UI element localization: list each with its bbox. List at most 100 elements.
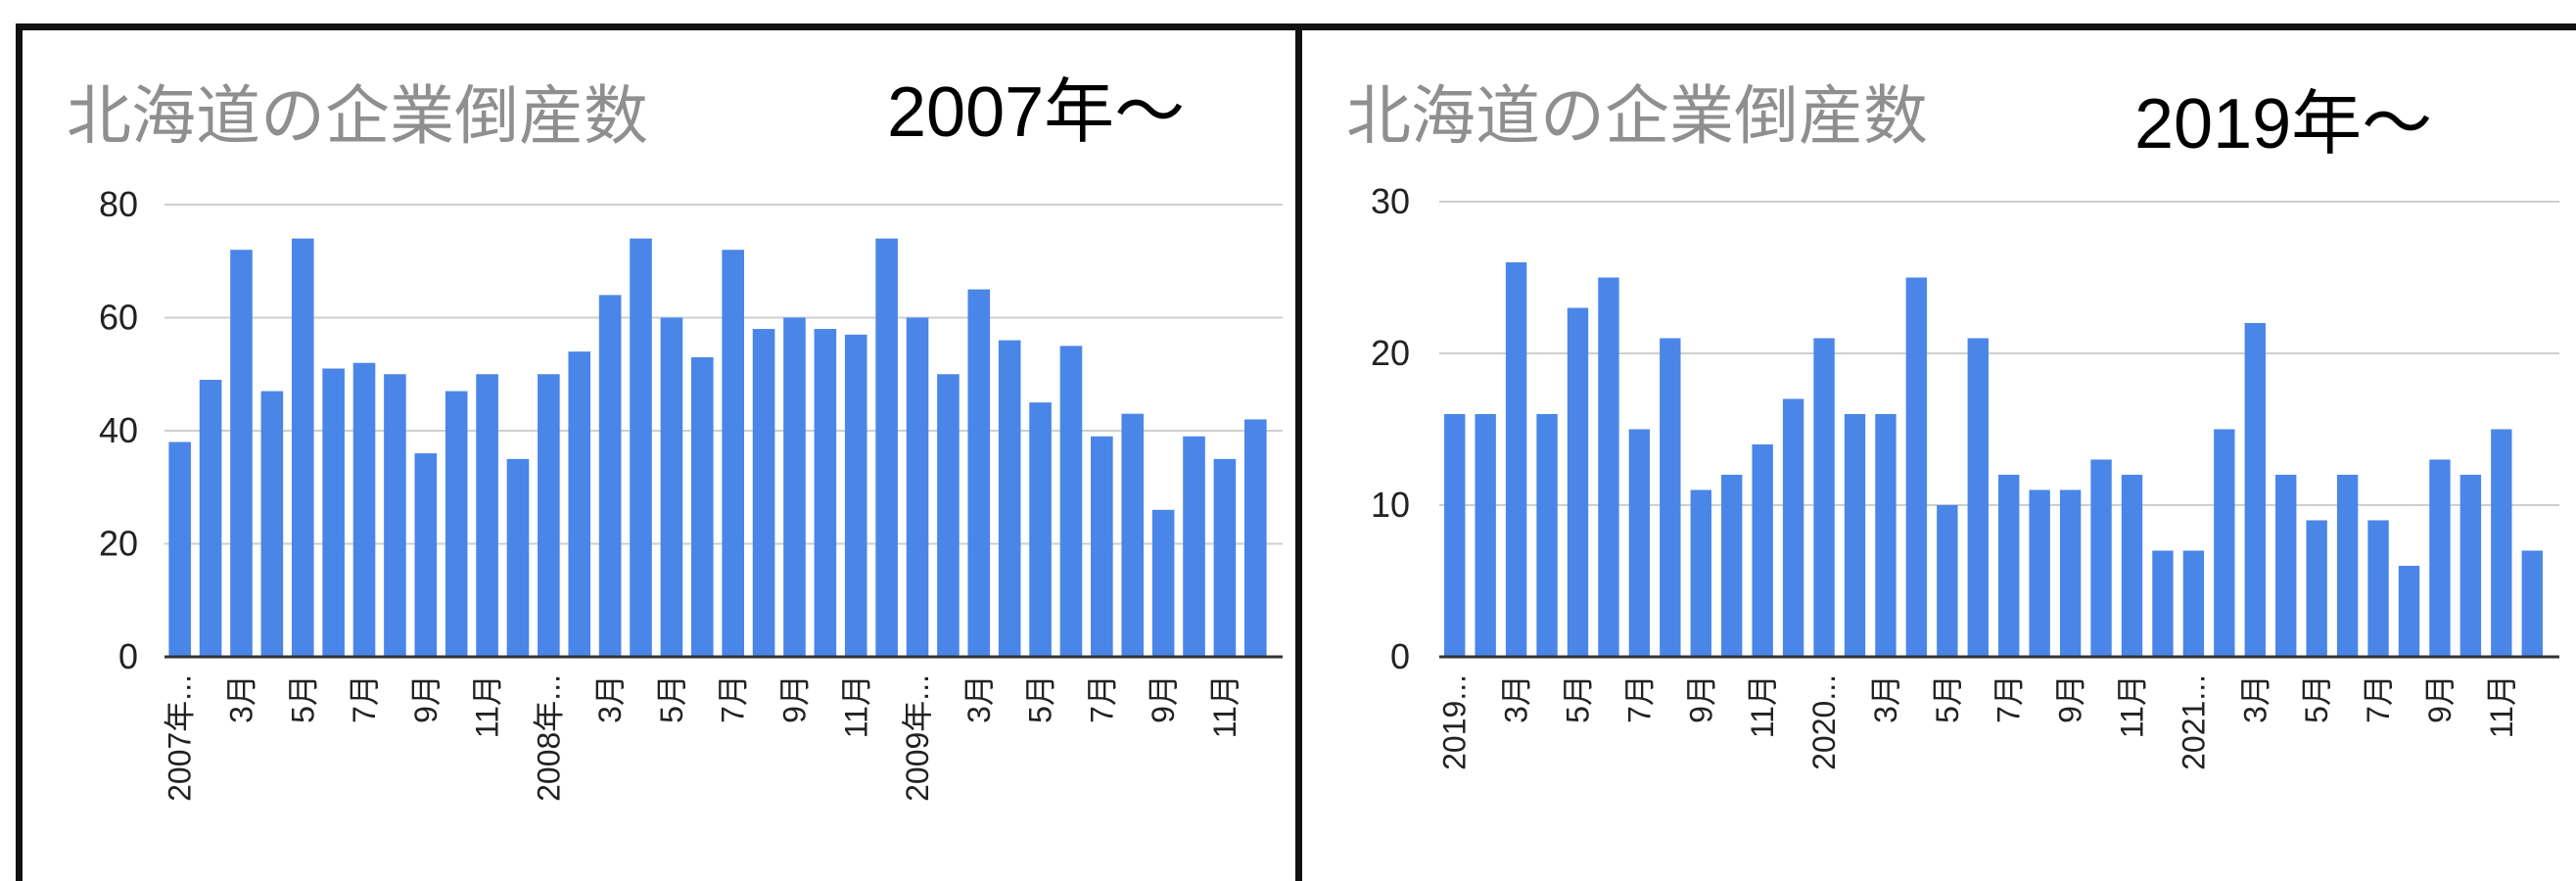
x-tick-label: 7月 xyxy=(1991,674,2027,723)
bar xyxy=(2459,475,2482,657)
y-tick-label: 40 xyxy=(99,410,138,450)
y-tick-label: 30 xyxy=(1371,181,1410,221)
bar xyxy=(199,380,222,657)
bar xyxy=(2121,475,2143,657)
bar xyxy=(598,295,622,657)
x-tick-label: 2009年... xyxy=(900,674,935,802)
bar xyxy=(814,329,837,657)
chart-panel-2019: 北海道の企業倒産数 2019年～ 0 10 20 30 2019... 3月 5月 7月 9月… xyxy=(1295,23,2576,881)
period-label: 2007年～ xyxy=(887,73,1185,152)
x-tick-label: 3月 xyxy=(2237,674,2272,723)
bar xyxy=(1598,277,1619,657)
bar xyxy=(906,317,929,657)
x-tick-label: 2021... xyxy=(2176,674,2211,770)
bar xyxy=(967,289,991,657)
bar xyxy=(1505,262,1527,657)
x-tick-label: 2019... xyxy=(1437,674,1473,770)
bar xyxy=(783,317,806,657)
bar xyxy=(168,441,191,657)
bar xyxy=(1937,505,1958,657)
x-tick-label: 11月 xyxy=(2115,674,2150,738)
bar xyxy=(1444,414,1466,657)
chart-panel-2007: 北海道の企業倒産数 2007年～ 0 20 40 60 80 2007年... 3月 5月 7… xyxy=(16,23,1303,881)
x-tick-label: 11月 xyxy=(1745,674,1780,738)
bar xyxy=(722,250,744,657)
bar xyxy=(230,250,253,657)
bar xyxy=(1151,509,1175,657)
bar-chart-2019: 北海道の企業倒産数 2019年～ 0 10 20 30 2019... 3月 5月 7月 9月… xyxy=(1346,78,2559,770)
bar xyxy=(2429,459,2451,657)
chart-title: 北海道の企業倒産数 xyxy=(67,78,648,154)
bar xyxy=(1721,475,1743,657)
x-tick-label: 5月 xyxy=(1930,674,1965,723)
bar xyxy=(1967,338,1989,657)
x-tick-label: 7月 xyxy=(1621,674,1657,723)
y-tick-label: 20 xyxy=(99,524,138,564)
x-tick-label: 11月 xyxy=(470,674,505,738)
y-tick-label: 0 xyxy=(1390,636,1410,676)
bar xyxy=(998,340,1021,657)
x-tick-label: 7月 xyxy=(716,674,751,723)
bar xyxy=(384,374,406,657)
x-tick-label: 5月 xyxy=(1561,674,1596,723)
bar xyxy=(291,238,314,657)
x-tick-label: 3月 xyxy=(1499,674,1534,723)
x-tick-label: 9月 xyxy=(1683,674,1718,723)
bar xyxy=(2152,550,2174,657)
bar xyxy=(875,238,898,657)
bar xyxy=(1905,277,1928,657)
bar xyxy=(2275,475,2297,657)
bar xyxy=(445,391,468,657)
bar xyxy=(2182,550,2205,657)
x-tick-label: 5月 xyxy=(285,674,320,723)
bar xyxy=(1213,458,1237,657)
x-tick-label: 5月 xyxy=(654,674,689,723)
bar xyxy=(2244,323,2266,657)
bar xyxy=(1782,398,1804,657)
x-tick-label: 5月 xyxy=(2299,674,2334,723)
x-tick-label: 9月 xyxy=(776,674,812,723)
bar-chart-2007: 北海道の企業倒産数 2007年～ 0 20 40 60 80 2007年... 3月 5月 7… xyxy=(67,73,1283,802)
bar xyxy=(1244,419,1267,657)
y-tick-label: 10 xyxy=(1371,485,1410,525)
bar xyxy=(1121,413,1145,657)
bar xyxy=(352,362,376,657)
y-tick-label: 0 xyxy=(118,636,138,676)
bar xyxy=(2029,489,2050,657)
bar xyxy=(1567,307,1589,657)
bar xyxy=(568,351,591,657)
bar xyxy=(844,334,867,657)
x-tick-label: 11月 xyxy=(1207,674,1242,738)
bar xyxy=(2491,429,2512,657)
bar xyxy=(1998,475,2020,657)
bar xyxy=(1844,414,1866,657)
y-tick-label: 60 xyxy=(99,298,138,338)
bar xyxy=(1091,436,1113,657)
x-tick-label: 9月 xyxy=(2422,674,2458,723)
x-tick-label: 9月 xyxy=(408,674,444,723)
x-tick-label: 3月 xyxy=(961,674,997,723)
bar xyxy=(1059,346,1083,657)
y-tick-label: 20 xyxy=(1371,333,1410,373)
bar xyxy=(322,368,345,657)
x-tick-label: 9月 xyxy=(1146,674,1181,723)
bar xyxy=(1183,436,1205,657)
x-tick-label: 7月 xyxy=(347,674,382,723)
bar xyxy=(2367,520,2389,657)
bar xyxy=(2214,429,2235,657)
x-tick-label: 7月 xyxy=(2361,674,2396,723)
bar xyxy=(414,453,438,657)
bar xyxy=(506,458,530,657)
bar xyxy=(2090,459,2112,657)
y-tick-label: 80 xyxy=(99,184,138,224)
bar xyxy=(1875,414,1897,657)
bar xyxy=(752,329,775,657)
x-tick-label: 2008年... xyxy=(531,674,566,802)
bar xyxy=(937,374,960,657)
x-tick-label: 5月 xyxy=(1023,674,1058,723)
bar xyxy=(2336,475,2359,657)
bar xyxy=(1536,414,1558,657)
x-tick-label: 9月 xyxy=(2053,674,2088,723)
bar xyxy=(538,374,560,657)
bar xyxy=(2306,520,2327,657)
